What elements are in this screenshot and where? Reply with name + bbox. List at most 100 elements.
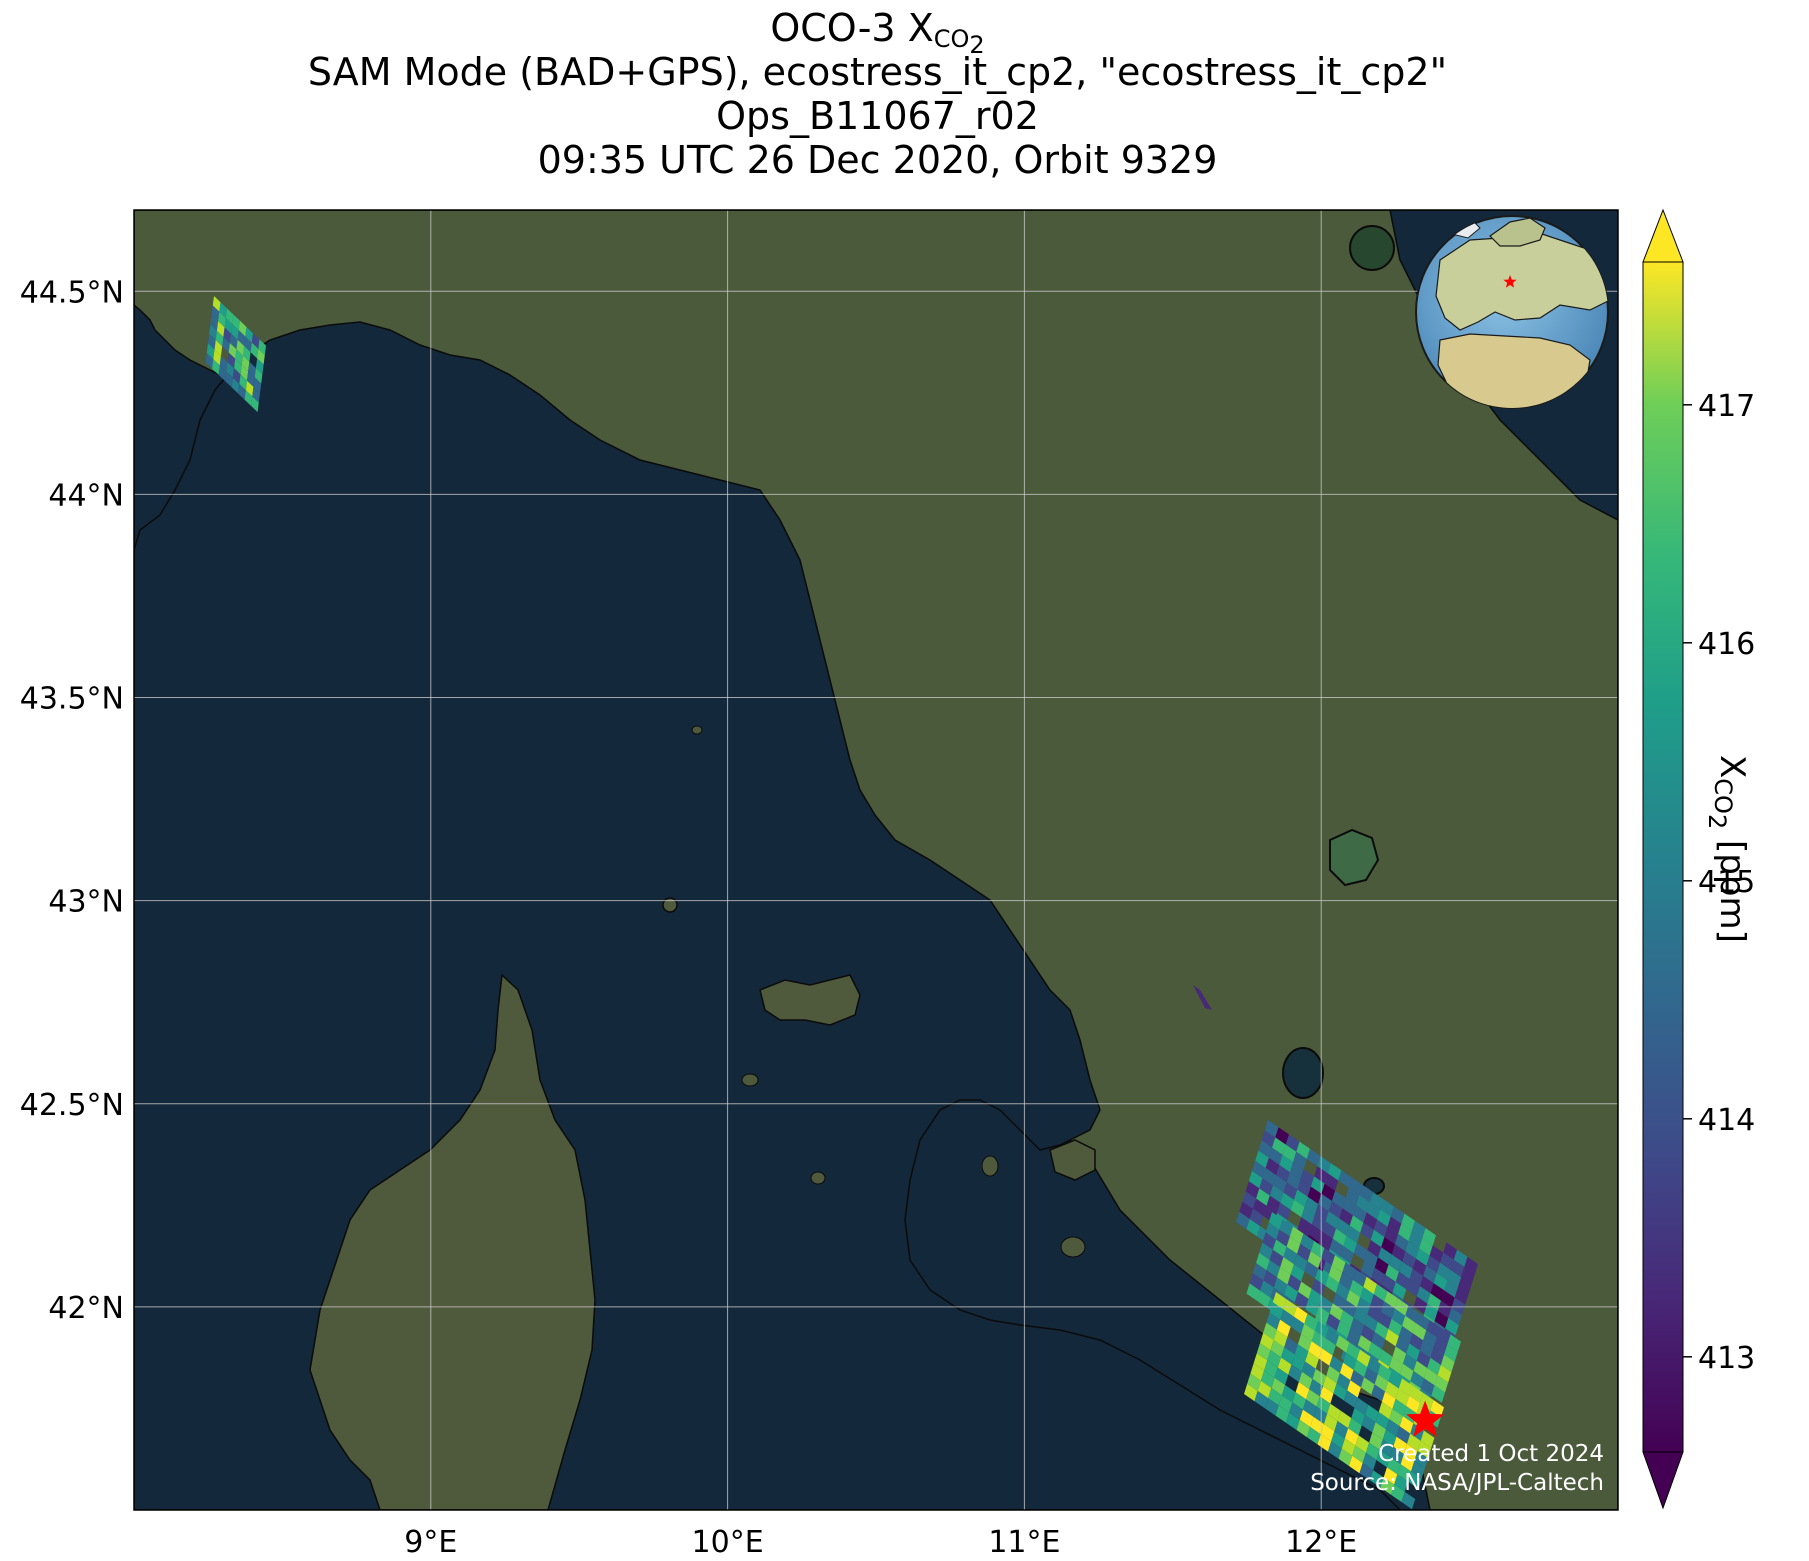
sounding-footprint — [1360, 1287, 1374, 1305]
sounding-footprint — [1336, 1320, 1351, 1338]
sounding-footprint — [1294, 1291, 1309, 1310]
sounding-footprint — [1357, 1335, 1372, 1353]
sounding-footprint — [244, 336, 252, 353]
sounding-footprint — [1419, 1340, 1434, 1358]
sounding-footprint — [229, 333, 238, 350]
sounding-footprint — [1272, 1292, 1287, 1310]
sounding-footprint — [1362, 1452, 1377, 1471]
sounding-footprint — [1447, 1270, 1462, 1288]
sounding-footprint — [1430, 1347, 1445, 1365]
sounding-footprint — [1256, 1188, 1270, 1206]
sounding-footprint — [242, 346, 251, 362]
sounding-footprint — [1247, 1373, 1261, 1391]
sounding-footprint — [225, 371, 233, 388]
sounding-footprint — [1348, 1418, 1362, 1436]
land-giannutri — [741, 1073, 759, 1087]
sounding-footprint — [1267, 1350, 1281, 1368]
sounding-footprint — [1331, 1255, 1346, 1273]
sounding-footprint — [1422, 1228, 1436, 1246]
lon-tick-label: 12°E — [1285, 1525, 1357, 1560]
sounding-footprint — [1299, 1409, 1314, 1427]
sounding-footprint — [1268, 1212, 1283, 1230]
sounding-footprint — [1276, 1165, 1290, 1183]
sounding-footprint — [1448, 1307, 1462, 1326]
sounding-footprint — [1319, 1386, 1334, 1404]
sounding-footprint — [1309, 1379, 1323, 1397]
sounding-footprint — [1338, 1448, 1353, 1466]
sounding-footprint — [213, 349, 221, 366]
sounding-footprint — [1254, 1391, 1269, 1409]
sounding-footprint — [1352, 1445, 1366, 1463]
sounding-footprint — [1331, 1190, 1346, 1209]
sounding-footprint — [1359, 1463, 1374, 1481]
sounding-footprint — [1361, 1415, 1376, 1433]
sounding-footprint — [1443, 1242, 1457, 1260]
colorbar-gradient — [1642, 261, 1684, 1453]
sounding-footprint — [1453, 1249, 1468, 1267]
sounding-footprint — [1250, 1363, 1265, 1381]
sounding-footprint — [1391, 1308, 1406, 1326]
sounding-footprint — [1378, 1247, 1392, 1265]
sounding-footprint — [1401, 1213, 1415, 1231]
sounding-footprint — [1279, 1154, 1294, 1173]
sounding-footprint — [1379, 1439, 1394, 1457]
sounding-footprint — [1331, 1431, 1345, 1449]
sounding-footprint — [1454, 1287, 1469, 1305]
colorbar: 413 414 415 416 417 — [1642, 208, 1755, 1510]
sounding-footprint — [1403, 1353, 1417, 1371]
sounding-footprint — [1388, 1371, 1402, 1389]
sounding-footprint — [1378, 1349, 1393, 1367]
sounding-footprint — [1265, 1157, 1280, 1176]
lon-tick-label: 9°E — [404, 1525, 457, 1560]
sounding-footprint — [1272, 1137, 1286, 1155]
sounding-footprint — [1297, 1334, 1312, 1352]
sounding-footprint — [1285, 1134, 1300, 1152]
sounding-footprint — [252, 386, 260, 403]
sounding-footprint — [1277, 1357, 1292, 1375]
lat-tick-label: 44°N — [48, 478, 124, 513]
sounding-footprint — [1283, 1182, 1298, 1200]
sounding-footprint — [1399, 1416, 1414, 1434]
sounding-footprint — [1381, 1237, 1395, 1255]
sounding-footprint — [1343, 1300, 1357, 1318]
sounding-footprint — [1344, 1428, 1359, 1446]
sounding-footprint — [1364, 1250, 1378, 1268]
sounding-footprint — [1275, 1127, 1289, 1145]
sounding-footprint — [1323, 1376, 1337, 1394]
sounding-footprint — [1328, 1441, 1342, 1459]
sounding-footprint — [1353, 1359, 1368, 1378]
land-gorgona — [691, 725, 703, 735]
sounding-footprint — [1420, 1378, 1435, 1396]
sounding-footprint — [1253, 1353, 1268, 1371]
sounding-footprint — [1274, 1367, 1289, 1385]
sounding-footprint — [1417, 1440, 1432, 1459]
sounding-footprint — [1375, 1412, 1390, 1430]
sounding-footprint — [1369, 1432, 1383, 1450]
sounding-footprint — [1260, 1332, 1274, 1351]
sounding-footprint — [1373, 1219, 1388, 1237]
sounding-footprint — [247, 371, 255, 387]
sounding-footprint — [1349, 1215, 1364, 1233]
colorbar-ticks: 413 414 415 416 417 — [1683, 389, 1755, 1376]
sounding-footprint — [1283, 1246, 1298, 1265]
sounding-footprint — [1397, 1464, 1412, 1482]
sounding-footprint — [1430, 1283, 1445, 1301]
colorbar-tick-label: 415 — [1698, 865, 1755, 900]
title-line-3: Ops_B11067_r02 — [716, 94, 1039, 138]
sounding-footprint — [1426, 1320, 1440, 1338]
sounding-footprint — [1302, 1399, 1317, 1417]
sounding-footprint — [1392, 1282, 1407, 1300]
sounding-footprint — [1447, 1334, 1461, 1352]
sounding-footprint — [1413, 1296, 1428, 1314]
sounding-footprint — [214, 340, 223, 356]
sounding-footprint — [1368, 1342, 1382, 1360]
sounding-footprint — [1408, 1231, 1423, 1249]
sounding-footprint — [215, 330, 224, 347]
sounding-footprint — [1286, 1412, 1300, 1430]
sounding-footprint — [1325, 1275, 1340, 1293]
sounding-footprint — [1353, 1307, 1368, 1325]
sounding-footprint — [1325, 1328, 1339, 1346]
sounding-footprint — [1394, 1234, 1409, 1252]
map-gridlines — [134, 210, 1618, 1510]
sounding-footprint — [1277, 1202, 1291, 1221]
